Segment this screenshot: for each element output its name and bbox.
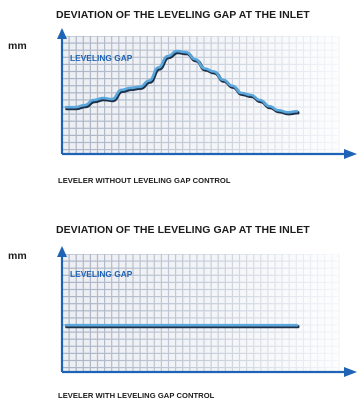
chart-1-y-unit: mm [8,40,27,52]
chart-2-x-axis-arrow [344,367,357,377]
chart-1-grid [62,36,340,157]
chart-2-series-label: LEVELING GAP [70,269,133,279]
chart-2-title: DEVIATION OF THE LEVELING GAP AT THE INL… [56,224,310,236]
chart-2-plot: LEVELING GAP [57,246,357,377]
chart-2-y-unit: mm [8,250,27,262]
chart-1-series-label: LEVELING GAP [70,53,133,63]
chart-2-caption: LEVELER WITH LEVELING GAP CONTROL [58,391,215,400]
chart-1-x-axis-arrow [344,149,357,159]
chart-1-series-line [64,49,299,114]
chart-1-plot: LEVELING GAP [57,28,357,159]
chart-1-y-axis-arrow [57,28,67,39]
chart-1-title: DEVIATION OF THE LEVELING GAP AT THE INL… [56,9,310,21]
chart-2-y-axis-arrow [57,246,67,257]
chart-1-caption: LEVELER WITHOUT LEVELING GAP CONTROL [58,176,231,185]
